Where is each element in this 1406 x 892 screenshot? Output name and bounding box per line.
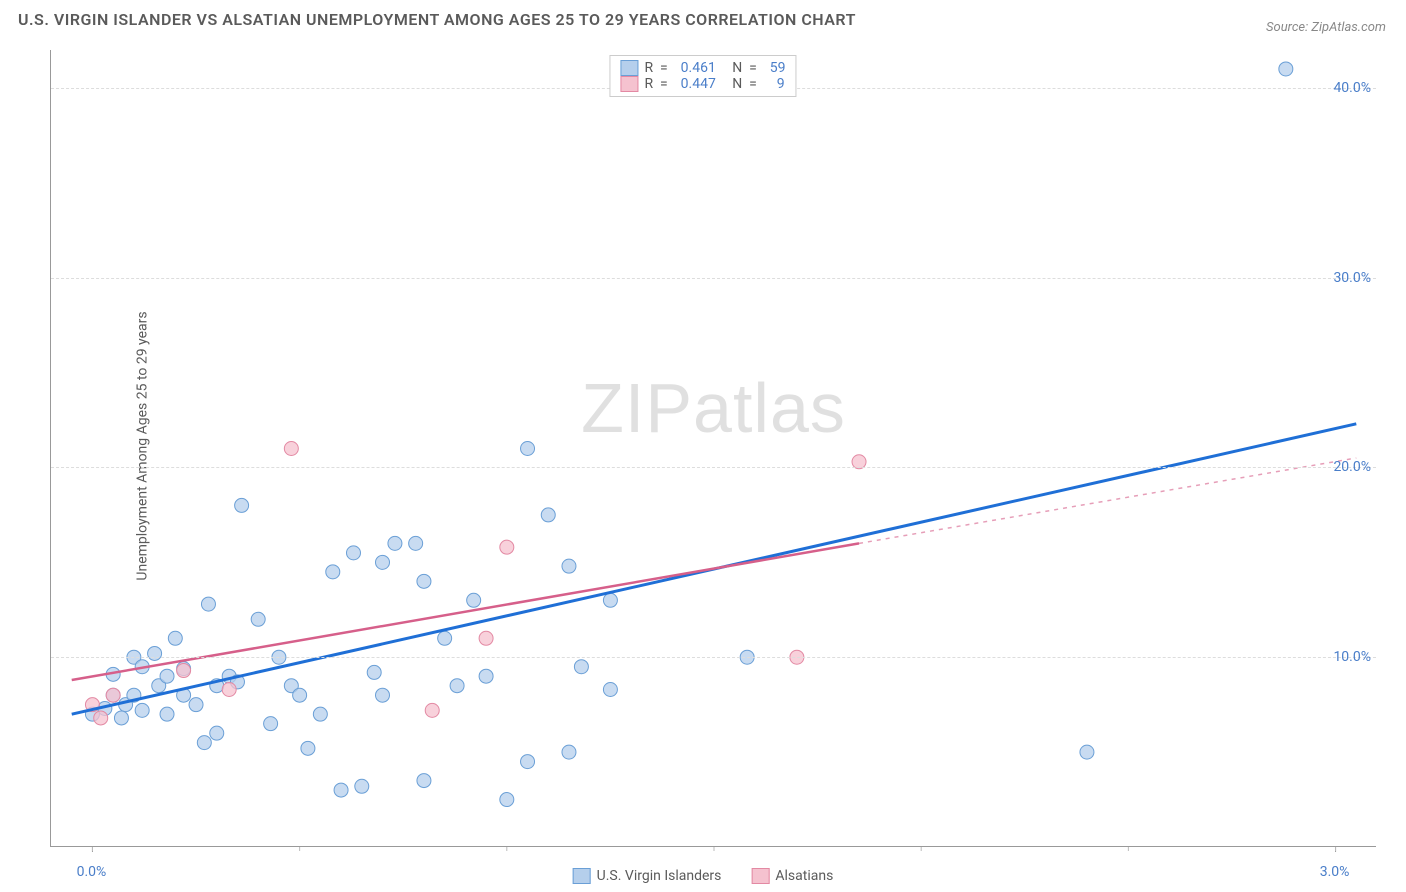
data-point <box>417 774 431 788</box>
data-point <box>355 779 369 793</box>
data-point <box>1080 745 1094 759</box>
data-point <box>189 698 203 712</box>
data-point <box>521 755 535 769</box>
data-point <box>603 593 617 607</box>
gridline <box>51 278 1376 279</box>
data-point <box>160 707 174 721</box>
data-point <box>222 682 236 696</box>
y-tick-label: 30.0% <box>1333 270 1371 286</box>
data-point <box>438 631 452 645</box>
data-point <box>197 736 211 750</box>
data-point <box>409 536 423 550</box>
chart-svg <box>51 50 1376 846</box>
data-point <box>114 711 128 725</box>
data-point <box>425 703 439 717</box>
y-tick-label: 20.0% <box>1333 459 1371 475</box>
data-point <box>574 660 588 674</box>
data-point <box>135 703 149 717</box>
data-point <box>450 679 464 693</box>
legend-r-value: 0.461 <box>681 60 716 76</box>
legend-correlation: R = 0.461 N = 59R = 0.447 N = 9 <box>609 55 796 97</box>
legend-r-value: 0.447 <box>681 76 716 92</box>
y-tick-label: 10.0% <box>1333 649 1371 665</box>
data-point <box>334 783 348 797</box>
legend-series: U.S. Virgin Islanders Alsatians <box>573 868 834 884</box>
legend-label: Alsatians <box>775 868 833 884</box>
legend-item: U.S. Virgin Islanders <box>573 868 722 884</box>
data-point <box>376 555 390 569</box>
data-point <box>521 442 535 456</box>
legend-label: U.S. Virgin Islanders <box>597 868 722 884</box>
data-point <box>251 612 265 626</box>
legend-swatch <box>620 60 638 76</box>
data-point <box>541 508 555 522</box>
data-point <box>500 540 514 554</box>
data-point <box>603 682 617 696</box>
data-point <box>562 745 576 759</box>
data-point <box>168 631 182 645</box>
legend-swatch <box>751 868 769 884</box>
legend-n-value: 9 <box>770 76 785 92</box>
data-point <box>94 711 108 725</box>
x-tick-label: 0.0% <box>77 864 107 880</box>
source-label: Source: ZipAtlas.com <box>1266 20 1386 35</box>
gridline <box>51 657 1376 658</box>
data-point <box>479 631 493 645</box>
legend-item: Alsatians <box>751 868 833 884</box>
data-point <box>1279 62 1293 76</box>
data-point <box>210 726 224 740</box>
legend-row: R = 0.447 N = 9 <box>620 76 785 92</box>
legend-swatch <box>573 868 591 884</box>
data-point <box>313 707 327 721</box>
data-point <box>177 664 191 678</box>
legend-row: R = 0.461 N = 59 <box>620 60 785 76</box>
regression-line-ext <box>859 458 1356 543</box>
data-point <box>264 717 278 731</box>
data-point <box>301 741 315 755</box>
data-point <box>326 565 340 579</box>
data-point <box>148 646 162 660</box>
data-point <box>562 559 576 573</box>
data-point <box>479 669 493 683</box>
data-point <box>201 597 215 611</box>
chart-title: U.S. VIRGIN ISLANDER VS ALSATIAN UNEMPLO… <box>18 10 856 29</box>
data-point <box>293 688 307 702</box>
data-point <box>284 442 298 456</box>
gridline <box>51 467 1376 468</box>
legend-swatch <box>620 76 638 92</box>
data-point <box>106 688 120 702</box>
x-tick-label: 3.0% <box>1320 864 1350 880</box>
data-point <box>388 536 402 550</box>
data-point <box>376 688 390 702</box>
data-point <box>500 793 514 807</box>
legend-n-value: 59 <box>770 60 786 76</box>
y-tick-label: 40.0% <box>1333 80 1371 96</box>
data-point <box>467 593 481 607</box>
data-point <box>235 498 249 512</box>
plot-area: ZIPatlas 10.0%20.0%30.0%40.0% <box>50 50 1376 847</box>
data-point <box>367 665 381 679</box>
data-point <box>417 574 431 588</box>
data-point <box>346 546 360 560</box>
data-point <box>160 669 174 683</box>
